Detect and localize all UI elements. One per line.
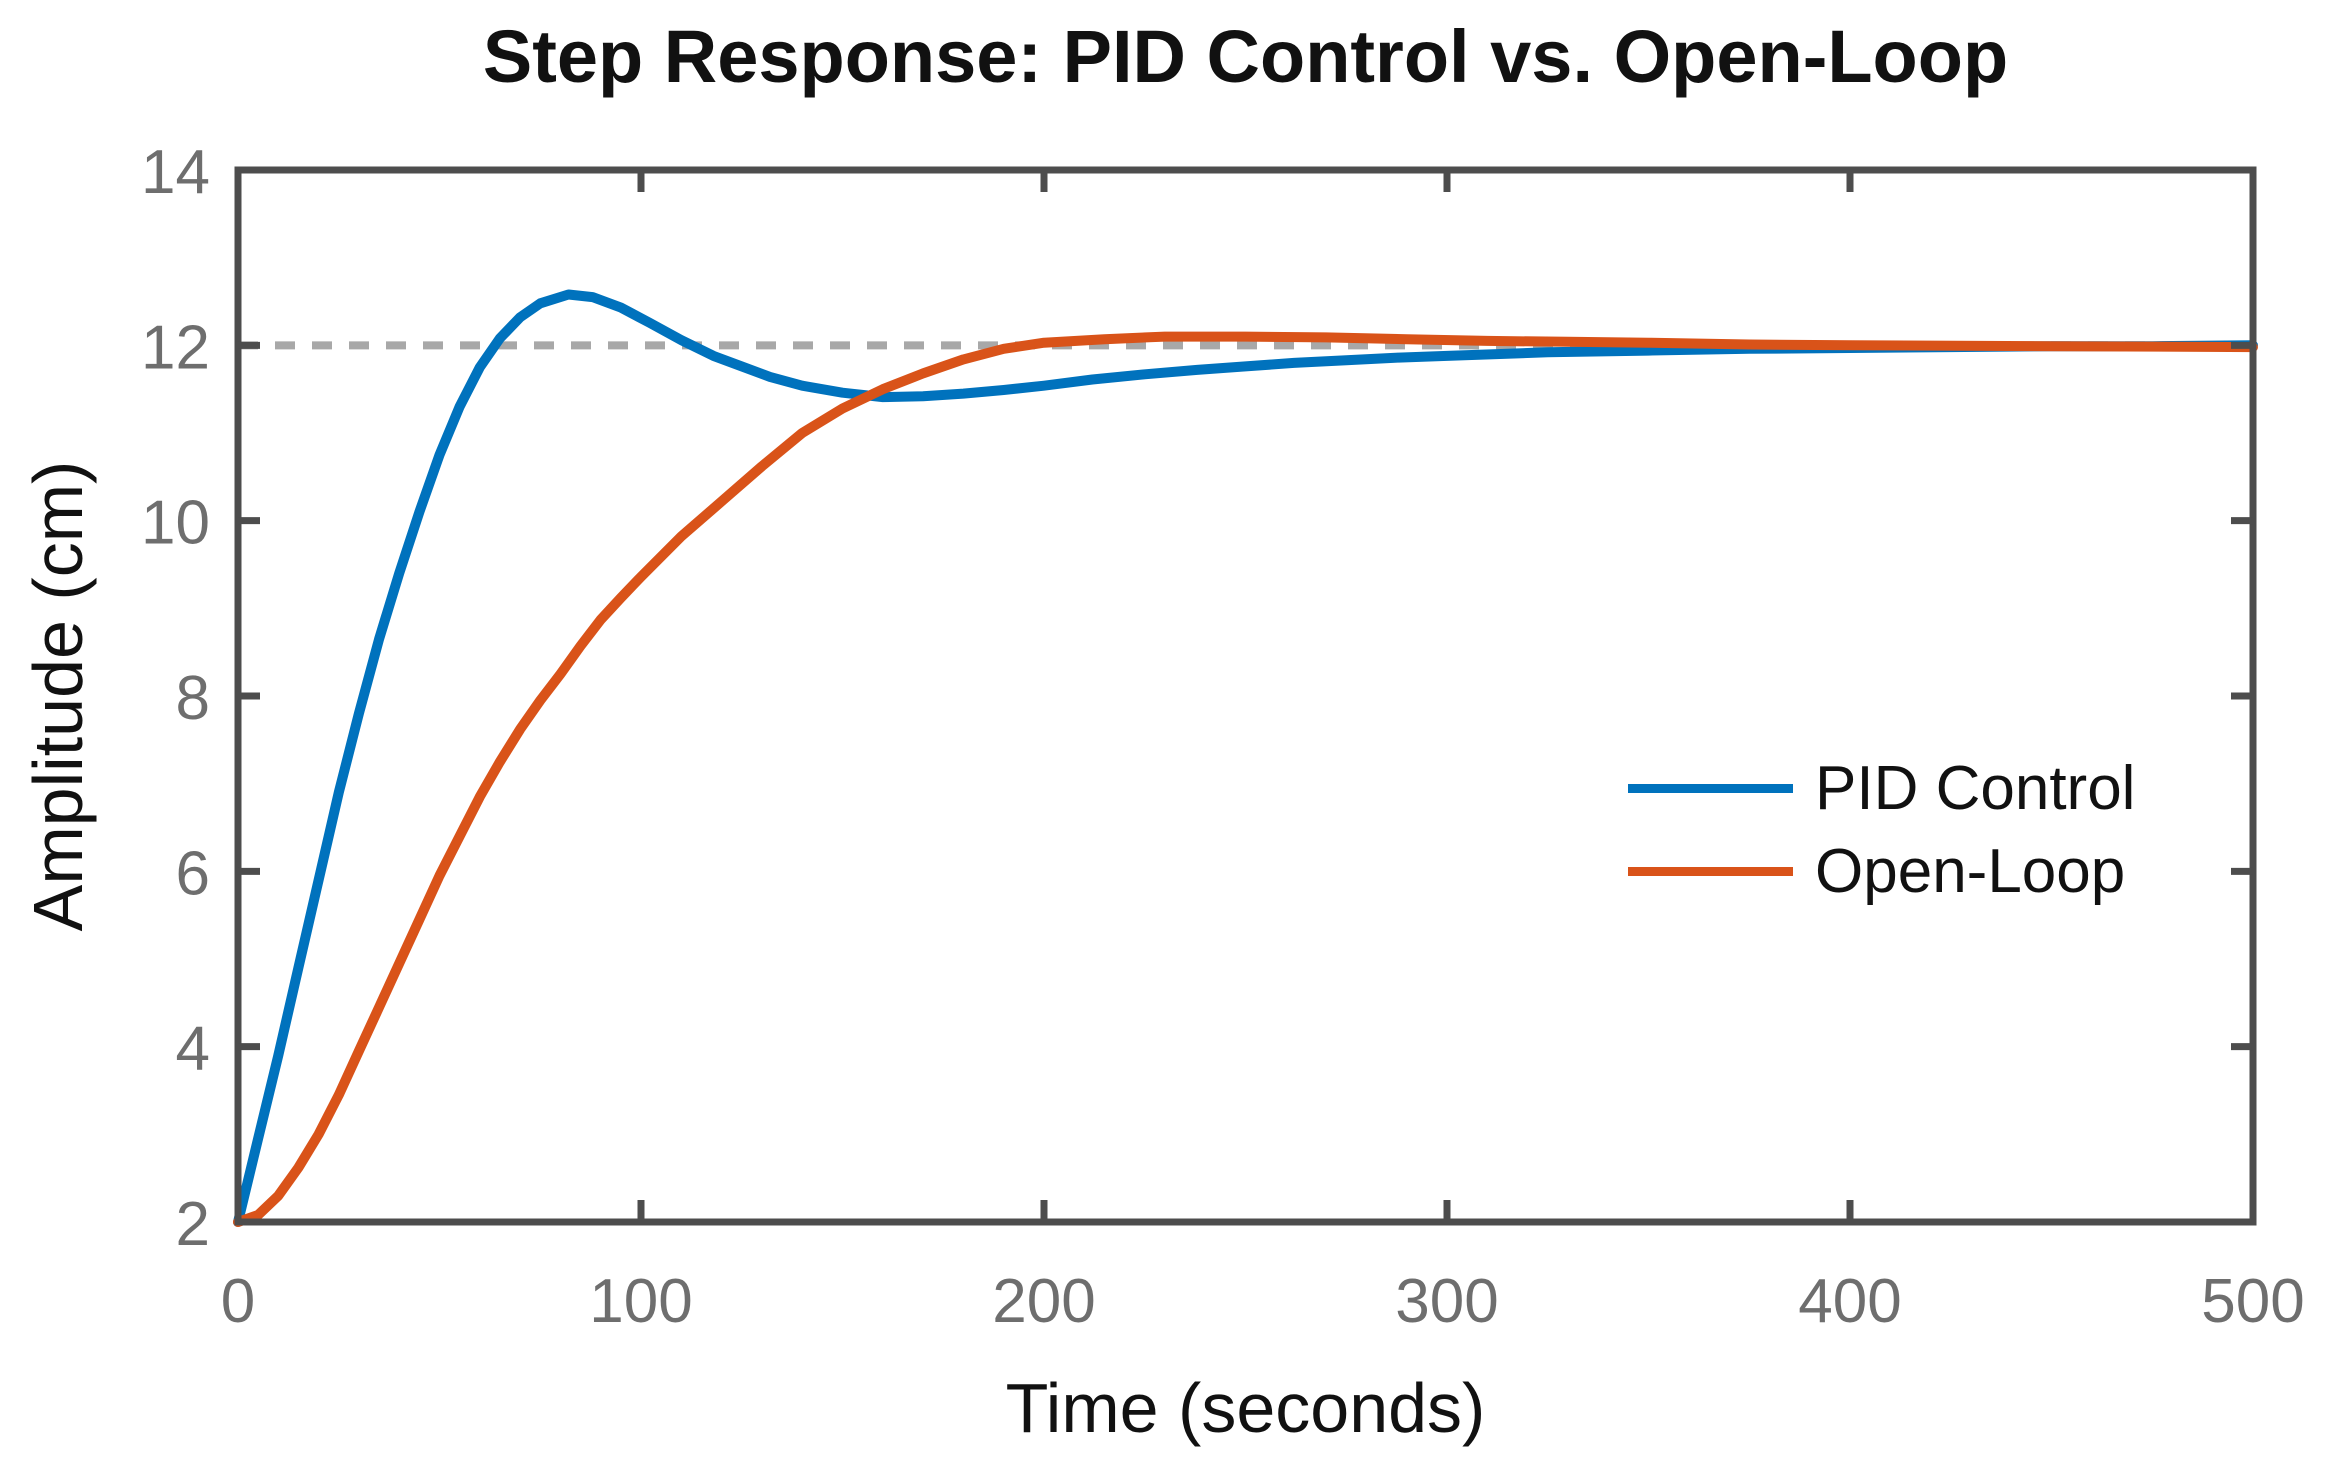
y-tick-label: 2	[176, 1190, 210, 1259]
y-tick-label: 6	[176, 839, 210, 908]
legend-item-open-loop: Open-Loop	[1628, 830, 2135, 913]
x-tick-label: 300	[1395, 1267, 1498, 1336]
legend-label-open-loop: Open-Loop	[1815, 836, 2126, 906]
legend: PID Control Open-Loop	[1628, 747, 2135, 913]
legend-item-pid-control: PID Control	[1628, 747, 2135, 830]
chart-title: Step Response: PID Control vs. Open-Loop	[482, 15, 2009, 98]
x-tick-label: 400	[1798, 1267, 1901, 1336]
y-tick-label: 8	[176, 664, 210, 733]
y-tick-label: 12	[141, 313, 210, 382]
legend-line-open-loop	[1628, 867, 1793, 876]
y-tick-label: 4	[176, 1015, 210, 1084]
x-tick-label: 200	[992, 1267, 1095, 1336]
series-line-pid-control	[233, 289, 2258, 1227]
legend-line-pid-control	[1628, 784, 1793, 793]
y-tick-label: 10	[141, 489, 210, 558]
x-tick-label: 100	[589, 1267, 692, 1336]
x-axis-label: Time (seconds)	[1005, 1369, 1486, 1447]
y-tick-label: 14	[141, 138, 210, 207]
x-tick-label: 500	[2201, 1267, 2304, 1336]
series-line-open-loop	[233, 331, 2258, 1227]
x-tick-label: 0	[221, 1267, 255, 1336]
legend-label-pid-control: PID Control	[1815, 753, 2136, 823]
